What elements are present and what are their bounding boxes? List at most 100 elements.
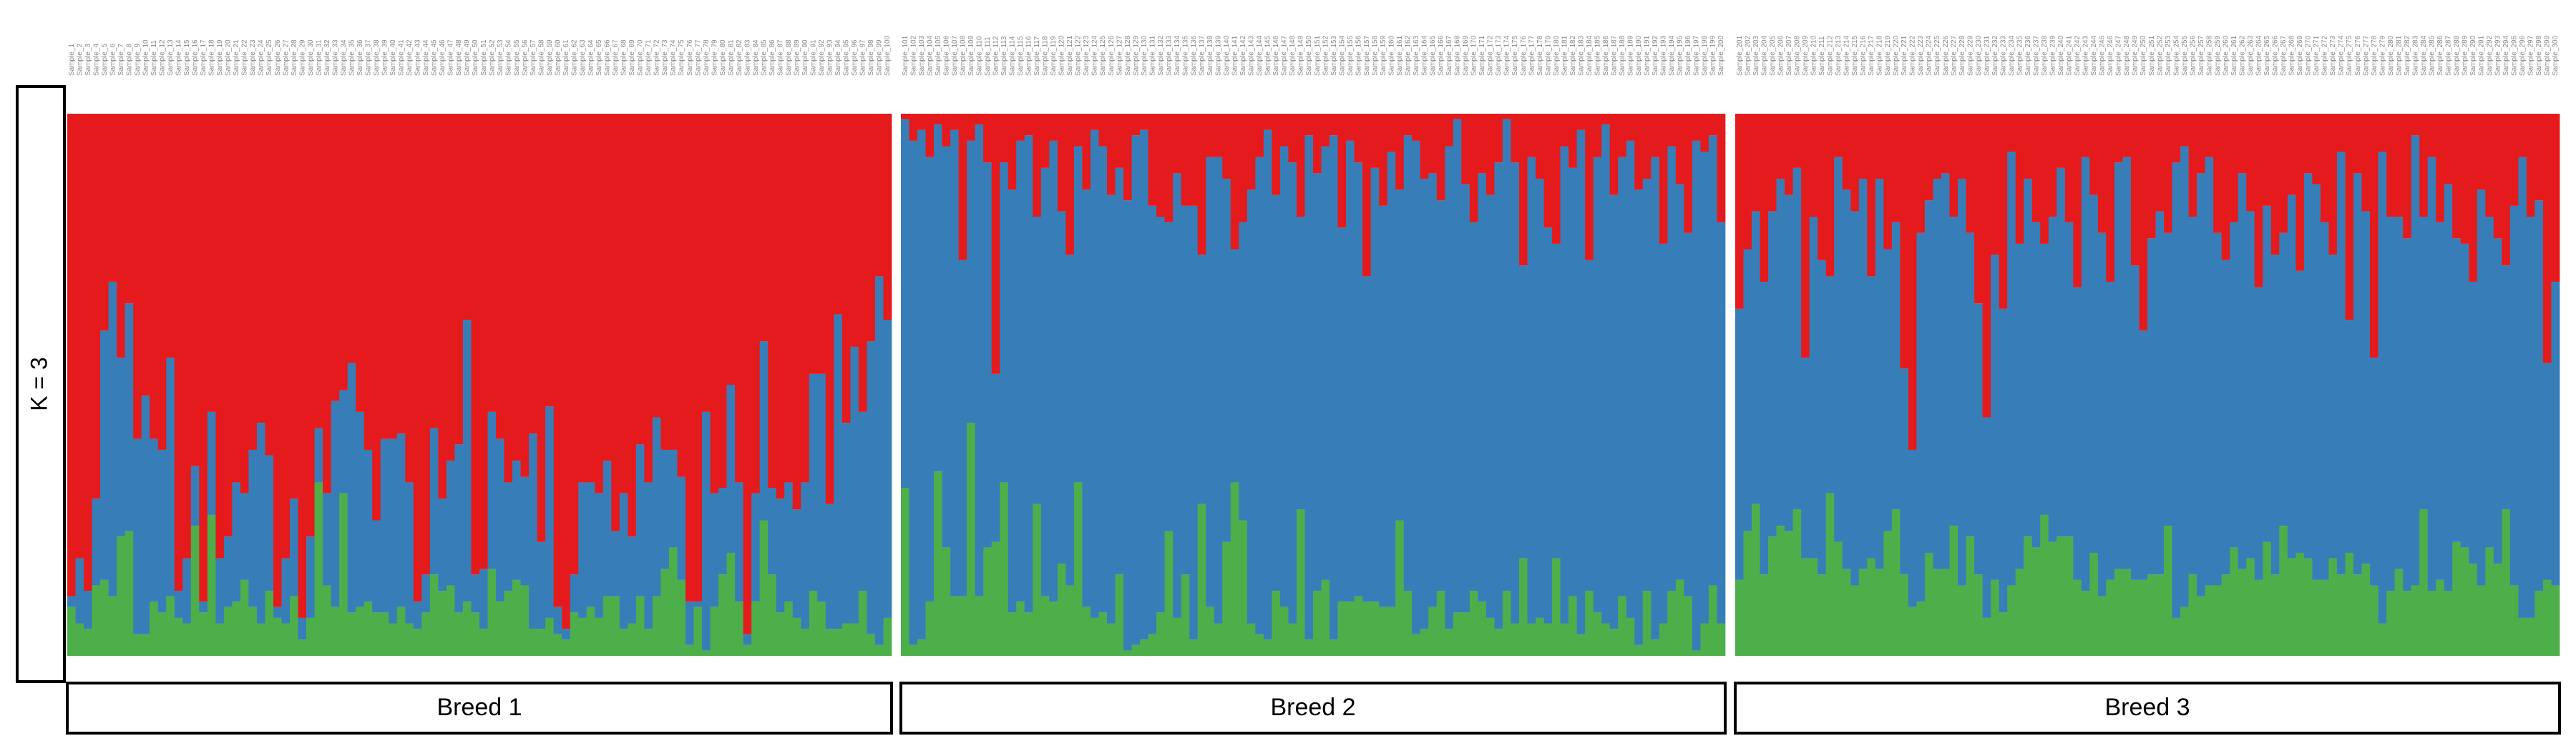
bar-segment-blue	[1354, 162, 1363, 597]
bar-segment-red	[2147, 114, 2156, 239]
bar-segment-green	[693, 607, 703, 656]
bar-segment-red	[1958, 114, 1966, 179]
bar-segment-blue	[2106, 281, 2115, 580]
sample-label: Sample_53	[497, 39, 504, 76]
bar-segment-green	[702, 650, 711, 656]
sample-label: Sample_43	[414, 39, 422, 76]
bar-segment-blue	[768, 488, 777, 575]
bar-segment-red	[1164, 114, 1174, 222]
bar-segment-green	[1436, 591, 1445, 656]
sample-label: Sample_60	[554, 39, 562, 76]
bar-segment-green	[1858, 569, 1868, 656]
bar-segment-blue	[825, 504, 834, 629]
sample-label: Sample_213	[1835, 35, 1843, 76]
sample-label: Sample_143	[1248, 35, 1256, 76]
bar-segment-blue	[917, 129, 926, 640]
bar-segment-blue	[2502, 265, 2511, 510]
bars	[67, 114, 2560, 656]
bar-segment-blue	[2518, 157, 2527, 618]
sample-label: Sample_75	[678, 39, 686, 76]
sample-label: Sample_87	[777, 39, 785, 76]
bar-segment-blue	[1743, 249, 1752, 531]
bar-segment-red	[784, 114, 794, 483]
bar-segment-blue	[1949, 217, 1958, 526]
bar-segment-green	[471, 612, 480, 656]
bar-segment-green	[323, 585, 331, 656]
bar-segment-blue	[364, 449, 373, 602]
bar-segment-red	[1263, 114, 1272, 130]
bar-segment-red	[611, 114, 620, 531]
sample-label: Sample_160	[1387, 35, 1395, 76]
bar-segment-red	[248, 114, 258, 450]
bar-segment-green	[1387, 607, 1396, 656]
bar-segment-green	[487, 569, 497, 656]
bar-segment-red	[2493, 114, 2502, 239]
bar-segment-red	[1073, 114, 1083, 147]
bar-segment-red	[265, 114, 274, 456]
sample-label: Sample_90	[801, 39, 809, 76]
bar-segment-blue	[1156, 217, 1165, 613]
bar-segment-red	[2122, 114, 2132, 157]
bar-segment-blue	[504, 482, 513, 592]
sample-label: Sample_44	[422, 39, 430, 76]
bar-segment-green	[1708, 585, 1717, 656]
bar-segment-red	[934, 114, 942, 125]
bar-segment-blue	[141, 396, 150, 634]
sample-label: Sample_192	[1652, 35, 1659, 76]
bar-segment-blue	[339, 390, 348, 494]
bar-segment-green	[1354, 596, 1363, 656]
bar-segment-red	[2477, 114, 2486, 190]
bar-segment-green	[1659, 623, 1668, 656]
bar-segment-blue	[520, 476, 530, 586]
bar-segment-green	[512, 579, 521, 656]
bar-segment-green	[396, 607, 406, 656]
sample-label: Sample_7	[117, 44, 125, 76]
bar-segment-green	[2427, 591, 2436, 656]
bar-segment-red	[166, 114, 175, 358]
sample-label: Sample_17	[200, 39, 208, 76]
sample-label: Sample_197	[1693, 35, 1701, 76]
bar-segment-blue	[1230, 249, 1239, 483]
bar-segment-green	[2345, 552, 2354, 656]
bar-segment-red	[1214, 114, 1223, 157]
bar-segment-red	[496, 114, 504, 439]
bar-segment-red	[2180, 114, 2189, 147]
bar-segment-red	[2361, 114, 2371, 212]
sample-label: Sample_215	[1851, 35, 1859, 76]
sample-label: Sample_15	[183, 39, 191, 76]
sample-label: Sample_202	[1744, 35, 1752, 76]
bar-segment-green	[1115, 574, 1124, 656]
bar-segment-green	[1239, 520, 1248, 656]
bar-segment-red	[2057, 114, 2066, 168]
bar-segment-blue	[1296, 217, 1305, 510]
sample-label: Sample_296	[2519, 35, 2527, 76]
bar-segment-red	[2089, 114, 2099, 195]
bar-segment-green	[909, 644, 918, 656]
bar-segment-blue	[487, 411, 497, 569]
bar-segment-blue	[2485, 217, 2494, 548]
bar-segment-red	[1900, 114, 1909, 369]
sample-label: Sample_128	[1124, 35, 1132, 76]
bar-segment-blue	[2493, 238, 2502, 564]
bar-segment-green	[1883, 531, 1893, 656]
sample-label: Sample_201	[1736, 35, 1744, 76]
sample-label: Sample_38	[373, 39, 381, 76]
bar-segment-blue	[950, 129, 959, 597]
bar-segment-green	[405, 623, 414, 656]
bar-segment-red	[693, 114, 703, 602]
bar-segment-blue	[2172, 162, 2181, 618]
bar-segment-blue	[1065, 255, 1075, 586]
sample-label: Sample_18	[208, 39, 216, 76]
bar-segment-red	[2460, 114, 2469, 244]
bar-segment-red	[2353, 114, 2362, 174]
bar-segment-green	[413, 629, 422, 656]
sample-label: Sample_141	[1231, 35, 1239, 76]
sample-label: Sample_266	[2272, 35, 2280, 76]
bar-segment-red	[710, 114, 719, 494]
bar-segment-blue	[2320, 222, 2329, 580]
bar-segment-green	[2007, 585, 2016, 656]
sample-label: Sample_152	[1322, 35, 1330, 76]
bar-segment-red	[660, 114, 670, 450]
sample-label: Sample_205	[1769, 35, 1777, 76]
bar-segment-red	[2427, 114, 2436, 157]
